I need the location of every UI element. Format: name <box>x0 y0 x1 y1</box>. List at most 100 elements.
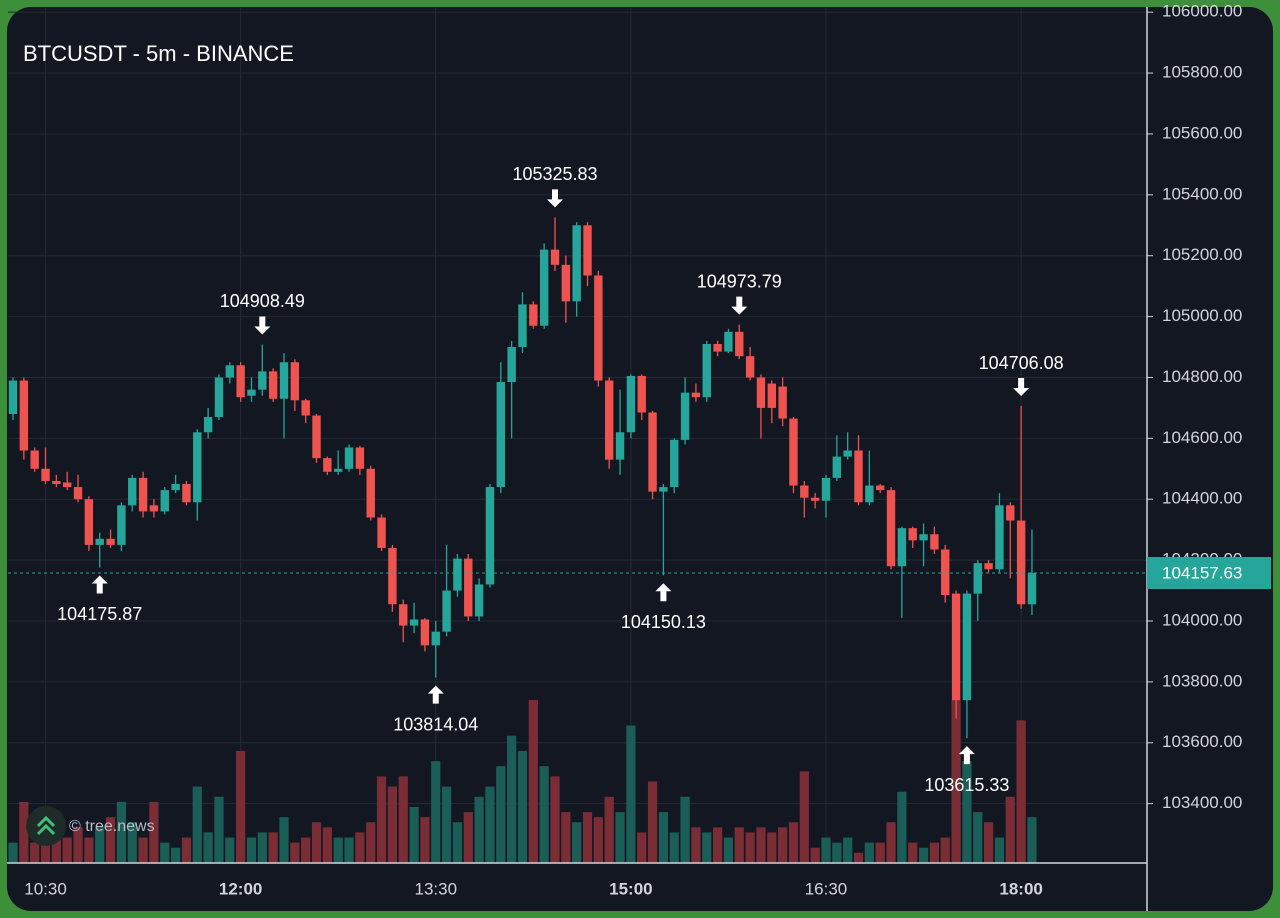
candle-body <box>388 547 397 605</box>
candle-body <box>73 487 83 500</box>
volume-bar <box>723 837 734 863</box>
volume-bar <box>832 842 842 863</box>
watermark: © tree.news <box>69 818 155 835</box>
candle-body <box>821 477 831 501</box>
volume-bar <box>214 796 224 863</box>
candle-body <box>247 389 256 396</box>
candle-body <box>550 249 560 265</box>
candle-body <box>886 490 896 567</box>
candle-body <box>962 593 972 701</box>
candle-body <box>117 505 126 545</box>
volume-bar <box>290 842 300 863</box>
volume-bar <box>236 750 246 863</box>
x-tick-label: 18:00 <box>999 879 1042 898</box>
candle-body <box>615 432 625 460</box>
volume-bar <box>951 700 961 863</box>
volume-bar <box>908 842 918 863</box>
x-tick-label: 12:00 <box>219 879 262 898</box>
candle-body <box>529 304 538 326</box>
candle-body <box>344 447 354 469</box>
candle-body <box>464 558 473 617</box>
candle-body <box>626 375 636 433</box>
candle-body <box>876 485 885 491</box>
marker-label: 105325.83 <box>512 164 597 184</box>
volume-bar <box>756 827 766 863</box>
candle-body <box>702 343 711 398</box>
volume-bar <box>734 827 744 863</box>
candle-body <box>453 558 462 591</box>
candle-body <box>854 450 863 503</box>
volume-bar <box>647 781 658 863</box>
volume-bar <box>95 827 105 863</box>
candle-body <box>160 490 169 512</box>
volume-bar <box>333 837 343 863</box>
volume-bar <box>810 847 820 863</box>
y-tick-label: 103800.00 <box>1162 671 1242 690</box>
x-tick-label: 13:30 <box>414 879 457 898</box>
y-tick-label: 104600.00 <box>1162 428 1242 447</box>
marker-arrow <box>427 685 444 704</box>
volume-bar <box>355 832 365 863</box>
candle-body <box>19 380 29 451</box>
candle-body <box>995 505 1004 570</box>
candle-body <box>691 392 701 398</box>
volume-bar <box>582 812 593 863</box>
candle-body <box>366 468 375 518</box>
candle-body <box>30 450 39 469</box>
volume-bar <box>680 796 690 863</box>
candle-body <box>908 528 917 541</box>
candle-body <box>236 365 245 398</box>
marker-arrow <box>254 316 271 335</box>
volume-bar <box>311 822 322 863</box>
candle-body <box>63 482 72 488</box>
volume-bar <box>1016 720 1026 863</box>
annotations: 104908.49 104175.87 103814.04 105325.83 1041… <box>8 164 1271 795</box>
y-tick-label: 105200.00 <box>1162 245 1242 264</box>
volume-bar <box>940 837 950 863</box>
volume-bar <box>1005 796 1015 863</box>
x-tick-label: 15:00 <box>609 879 652 898</box>
candle-body <box>756 377 766 408</box>
volume-bar <box>507 735 517 863</box>
y-tick-label: 104400.00 <box>1162 489 1242 508</box>
volume-bar <box>62 837 72 863</box>
candle-body <box>323 458 332 472</box>
candle-body <box>214 377 224 418</box>
candle-body <box>810 497 820 501</box>
candle-body <box>951 593 961 701</box>
candle-body <box>713 343 722 352</box>
candle-body <box>431 631 440 646</box>
y-tick-label: 104800.00 <box>1162 367 1242 386</box>
marker-label: 104973.79 <box>697 271 782 291</box>
candle-body <box>518 304 527 348</box>
marker-label: 103814.04 <box>393 714 478 734</box>
volume-bar <box>442 786 452 863</box>
volume-bar <box>485 786 495 863</box>
candle-body <box>735 331 744 357</box>
marker-label: 104706.08 <box>979 353 1064 373</box>
candle-body <box>659 487 668 492</box>
candle-body <box>149 505 159 512</box>
candle-body <box>485 487 495 585</box>
candle-body <box>182 484 191 503</box>
candle-body <box>420 619 430 646</box>
marker-arrow <box>731 296 748 315</box>
volume-bar <box>8 842 18 863</box>
volume-bar <box>799 771 809 863</box>
volume-bar <box>626 725 636 863</box>
volume-bar <box>550 776 560 863</box>
volume-bar <box>572 822 582 863</box>
volume-bar <box>160 842 170 863</box>
marker-label: 104908.49 <box>220 291 305 311</box>
volume-bar <box>593 817 603 863</box>
candle-body <box>680 392 690 440</box>
volume-bar <box>420 817 430 863</box>
volume-bar <box>149 801 159 863</box>
volume-bar <box>463 812 473 863</box>
volume-bar <box>962 761 972 863</box>
x-tick-label: 16:30 <box>805 879 848 898</box>
volume-bar <box>376 776 387 863</box>
candle-body <box>138 477 148 512</box>
